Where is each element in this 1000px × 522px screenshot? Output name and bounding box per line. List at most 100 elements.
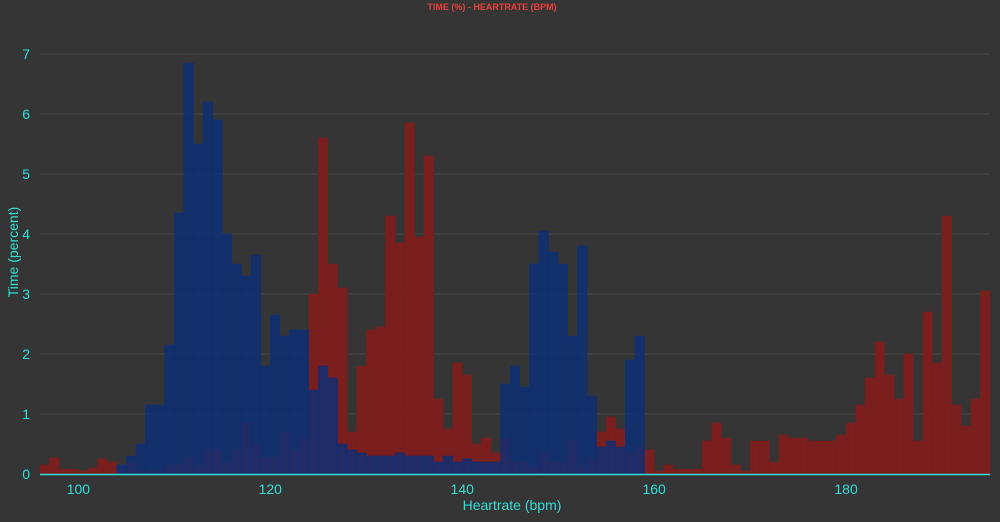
x-tick-label: 160 xyxy=(642,481,666,497)
series-blue xyxy=(116,62,645,475)
bar-blue xyxy=(116,464,127,475)
bar-red xyxy=(797,437,808,475)
bar-blue xyxy=(615,446,626,475)
bar-red xyxy=(385,215,396,475)
bar-red xyxy=(375,326,386,475)
bar-blue xyxy=(135,443,146,475)
y-tick-label: 6 xyxy=(22,106,30,122)
bar-red xyxy=(721,437,732,475)
y-axis-ticks: 0 1 2 3 4 5 6 7 xyxy=(22,46,30,482)
bar-blue xyxy=(500,383,511,475)
bar-red xyxy=(932,362,943,475)
bar-red xyxy=(807,440,818,475)
bar-blue xyxy=(289,329,300,475)
bar-red xyxy=(413,236,425,475)
bar-red xyxy=(663,464,674,475)
bar-blue xyxy=(164,344,175,475)
bar-red xyxy=(836,434,847,475)
bar-blue xyxy=(212,119,223,475)
y-tick-label: 2 xyxy=(22,346,30,362)
bar-red xyxy=(893,398,904,475)
bar-blue xyxy=(634,335,645,475)
bar-red xyxy=(58,468,70,475)
bar-red xyxy=(97,458,108,475)
y-tick-label: 5 xyxy=(22,166,30,182)
x-axis-label: Heartrate (bpm) xyxy=(463,497,562,513)
bar-blue xyxy=(385,455,396,475)
bar-blue xyxy=(260,365,271,475)
bar-blue xyxy=(586,395,597,475)
bar-red xyxy=(740,470,751,475)
bar-blue xyxy=(317,365,329,475)
bar-red xyxy=(960,425,972,475)
y-tick-label: 3 xyxy=(22,286,30,302)
bar-blue xyxy=(394,452,405,475)
bar-blue xyxy=(490,461,501,475)
bar-blue xyxy=(471,461,482,475)
chart-title: TIME (%) - HEARTRATE (BPM) xyxy=(427,2,556,12)
bar-blue xyxy=(145,404,156,475)
bar-blue xyxy=(298,329,309,475)
bar-blue xyxy=(404,455,415,475)
bar-blue xyxy=(596,446,607,475)
bar-red xyxy=(749,440,760,475)
bar-blue xyxy=(202,101,214,475)
bar-red xyxy=(855,404,866,475)
x-tick-label: 120 xyxy=(259,481,283,497)
bar-red xyxy=(701,440,713,475)
bar-blue xyxy=(519,386,530,475)
bar-blue xyxy=(126,455,137,475)
bar-red xyxy=(980,290,991,475)
bar-blue xyxy=(461,458,473,475)
x-tick-label: 140 xyxy=(451,481,475,497)
bar-red xyxy=(711,422,722,475)
y-axis-label: Time (percent) xyxy=(5,207,21,298)
bar-red xyxy=(39,464,50,475)
bar-blue xyxy=(154,404,166,475)
bar-blue xyxy=(346,449,357,475)
bar-blue xyxy=(279,335,290,475)
bar-red xyxy=(365,329,377,475)
bar-red xyxy=(778,434,789,475)
bar-red xyxy=(903,353,914,475)
bar-blue xyxy=(452,461,463,475)
bar-red xyxy=(423,155,434,475)
bar-red xyxy=(644,449,655,475)
bar-red xyxy=(673,468,684,475)
bar-red xyxy=(912,440,924,475)
bar-blue xyxy=(529,263,540,475)
bar-red xyxy=(922,311,933,475)
bar-red xyxy=(826,440,837,475)
bar-red xyxy=(951,404,962,475)
bar-blue xyxy=(481,461,492,475)
bar-red xyxy=(68,468,79,475)
bar-red xyxy=(452,362,463,475)
bar-blue xyxy=(231,263,242,475)
bar-red xyxy=(970,398,981,475)
bar-blue xyxy=(241,275,252,475)
bar-blue xyxy=(423,455,434,475)
bar-red xyxy=(404,122,415,475)
bar-blue xyxy=(577,245,588,475)
x-tick-label: 100 xyxy=(67,481,91,497)
x-axis-ticks: 100 120 140 160 180 xyxy=(67,481,858,497)
bar-red xyxy=(941,215,952,475)
bar-blue xyxy=(605,440,617,475)
bar-red xyxy=(845,422,856,475)
bar-red xyxy=(874,341,885,475)
bar-blue xyxy=(375,455,386,475)
bar-blue xyxy=(222,233,233,475)
bar-blue xyxy=(337,443,348,475)
bar-red xyxy=(78,470,89,475)
bar-red xyxy=(692,468,703,475)
bar-blue xyxy=(365,455,377,475)
bar-blue xyxy=(509,365,521,475)
bar-red xyxy=(730,464,741,475)
y-tick-label: 0 xyxy=(22,466,30,482)
bar-blue xyxy=(413,455,425,475)
bar-red xyxy=(49,457,60,475)
bar-blue xyxy=(442,455,453,475)
bar-red xyxy=(768,461,780,475)
bar-blue xyxy=(174,212,185,475)
